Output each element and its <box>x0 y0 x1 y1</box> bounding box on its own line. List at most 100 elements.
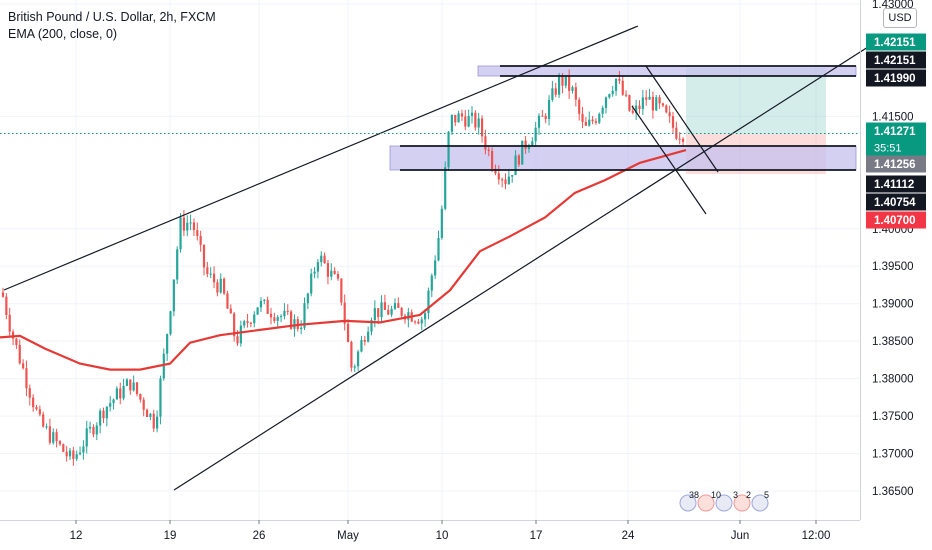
candle-body <box>330 270 333 277</box>
candle-body <box>45 426 48 428</box>
candle-body <box>186 222 189 231</box>
candle-body <box>377 308 380 318</box>
candle-body <box>192 222 196 231</box>
candle-body <box>367 331 370 342</box>
candles <box>1 69 685 466</box>
candle-body <box>89 426 92 429</box>
candle-body <box>373 308 376 321</box>
resistance-zone[interactable] <box>477 65 857 77</box>
candle-body <box>568 76 571 91</box>
candle-body <box>668 112 671 117</box>
us-flag-icon-3[interactable] <box>751 494 769 512</box>
event-count-2: 10 <box>711 490 721 500</box>
y-tick-label: 1.37500 <box>872 411 914 423</box>
economic-events[interactable]: 38 10 3 2 5 <box>679 490 769 512</box>
candle-body <box>212 273 216 283</box>
candle-body <box>320 255 323 263</box>
candle-body <box>263 299 266 301</box>
candle-body <box>223 278 226 294</box>
currency-button[interactable]: USD <box>883 8 917 28</box>
candle-body <box>343 302 346 324</box>
candle-body <box>293 319 296 329</box>
candle-body <box>591 119 594 122</box>
candle-body <box>236 336 239 344</box>
candle-body <box>269 313 273 318</box>
grid <box>0 0 860 520</box>
candle-body <box>614 78 618 91</box>
candle-body <box>333 270 336 274</box>
take-profit-zone[interactable] <box>686 68 826 134</box>
price-label-bg <box>866 175 926 193</box>
candle-body <box>417 321 420 324</box>
candle-body <box>38 409 41 415</box>
candle-body <box>581 113 584 122</box>
candle-body <box>661 103 665 106</box>
candle-body <box>464 116 467 127</box>
candle-body <box>326 263 330 277</box>
candle-body <box>229 308 232 314</box>
symbol-title[interactable]: British Pound / U.S. Dollar, 2h, FXCM <box>8 10 216 24</box>
candle-body <box>625 94 628 96</box>
candle-body <box>501 179 504 181</box>
candle-body <box>564 76 567 86</box>
price-label-bg <box>866 193 926 211</box>
candle-body <box>286 310 289 312</box>
y-tick-label: 1.38500 <box>872 336 914 348</box>
us-flag-icon-2[interactable] <box>715 494 733 512</box>
us-flag-icon[interactable] <box>679 494 697 512</box>
candle-body <box>109 403 112 407</box>
chart-legend[interactable]: British Pound / U.S. Dollar, 2h, FXCM EM… <box>8 9 216 43</box>
candle-body <box>52 432 55 443</box>
candle-body <box>313 271 316 274</box>
candle-body <box>497 173 500 180</box>
candle-body <box>22 363 25 369</box>
candle-body <box>484 136 487 150</box>
gb-flag-icon-2[interactable] <box>733 494 751 512</box>
candle-body <box>125 379 129 386</box>
candle-body <box>537 115 541 128</box>
candle-body <box>340 278 343 303</box>
candle-body <box>430 275 433 291</box>
candle-body <box>618 78 621 81</box>
candle-body <box>424 313 427 320</box>
candle-body <box>259 300 263 308</box>
y-tick-label: 1.38000 <box>872 374 914 386</box>
support-zone[interactable] <box>389 145 857 171</box>
candle-body <box>139 394 142 400</box>
indicator-label[interactable]: EMA (200, close, 0) <box>8 27 118 41</box>
price-label-bg <box>866 69 926 87</box>
candle-body <box>357 351 360 367</box>
countdown-label: 35:51 <box>874 143 902 155</box>
channel-line-1[interactable] <box>645 65 719 173</box>
candle-body <box>621 80 624 95</box>
candle-body <box>594 121 598 123</box>
event-count-5: 5 <box>764 490 769 500</box>
candle-body <box>323 255 326 264</box>
y-tick-label: 1.36500 <box>872 486 914 498</box>
candle-body <box>504 179 507 185</box>
candle-body <box>196 230 199 236</box>
candle-body <box>521 140 524 165</box>
y-tick-label: 1.41500 <box>872 111 914 123</box>
candle-body <box>571 87 574 91</box>
lower-trendline[interactable] <box>173 46 869 491</box>
channel-line-2[interactable] <box>631 105 707 215</box>
candle-body <box>400 307 403 316</box>
candle-body <box>169 311 172 335</box>
event-count-4: 2 <box>746 490 751 500</box>
candle-body <box>524 140 527 149</box>
candle-body <box>112 399 115 404</box>
upper-trendline[interactable] <box>3 25 639 291</box>
candle-body <box>273 317 276 321</box>
time-axis[interactable]: 12 19 26 May 10 17 24 Jun 12:00 <box>70 520 831 542</box>
candle-body <box>390 308 393 315</box>
price-axis[interactable]: 1.430001.415001.400001.395001.390001.385… <box>872 0 914 498</box>
gb-flag-icon[interactable] <box>697 494 715 512</box>
candle-body <box>276 317 279 321</box>
candle-body <box>457 113 460 123</box>
candle-body <box>494 168 497 174</box>
candle-body <box>350 341 353 368</box>
candle-body <box>360 339 363 352</box>
candle-body <box>427 290 430 314</box>
